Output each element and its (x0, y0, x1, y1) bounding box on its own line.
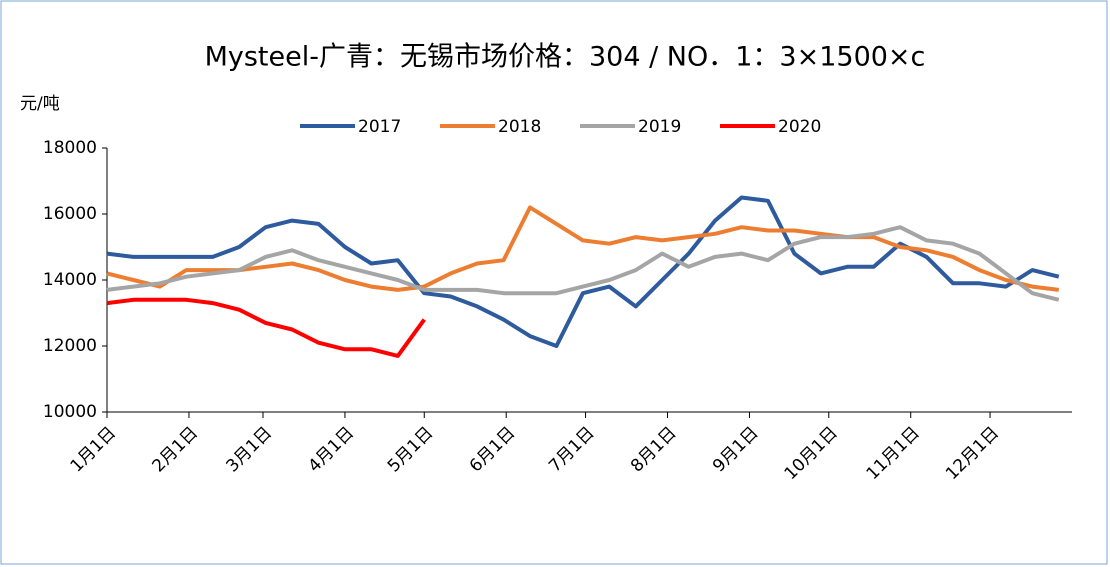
legend-label: 2017 (358, 117, 401, 137)
series-line (106, 205, 1060, 292)
series-line (106, 195, 1060, 348)
y-tick-label: 18000 (43, 138, 97, 158)
series-line (106, 225, 1060, 302)
y-tick-label: 12000 (43, 336, 97, 356)
series-line (106, 297, 426, 358)
legend-label: 2019 (638, 117, 681, 137)
chart-title: Mysteel-广青：无锡市场价格：304 / NO．1：3×1500×c (205, 42, 926, 73)
y-tick-label: 10000 (43, 402, 97, 422)
legend-label: 2018 (498, 117, 541, 137)
y-axis-label: 元/吨 (20, 94, 60, 114)
y-tick-label: 16000 (43, 204, 97, 224)
legend-label: 2020 (778, 117, 821, 137)
y-tick-label: 14000 (43, 270, 97, 290)
